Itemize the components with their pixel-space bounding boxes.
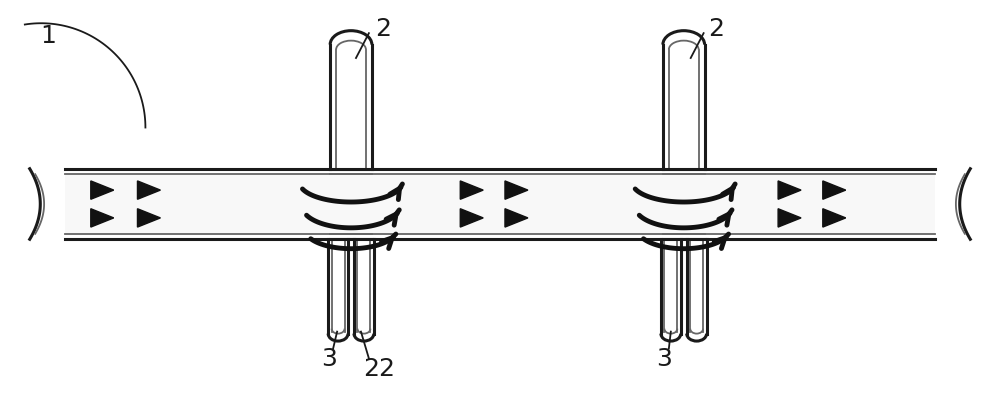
Bar [65, 175, 935, 234]
Polygon shape [91, 182, 114, 200]
Bar [664, 240, 677, 334]
Polygon shape [505, 182, 528, 200]
Polygon shape [460, 182, 483, 200]
Polygon shape [137, 209, 160, 227]
Text: 1: 1 [40, 24, 56, 48]
Text: 2: 2 [375, 17, 391, 41]
Bar [330, 45, 372, 169]
Bar [690, 240, 703, 334]
Text: 22: 22 [363, 357, 395, 380]
Polygon shape [91, 209, 114, 227]
Polygon shape [505, 209, 528, 227]
Polygon shape [460, 209, 483, 227]
Bar [663, 240, 705, 334]
Bar [663, 45, 705, 169]
Bar [330, 240, 372, 334]
Polygon shape [778, 209, 801, 227]
Text: 3: 3 [321, 346, 337, 371]
Polygon shape [778, 182, 801, 200]
Polygon shape [823, 209, 846, 227]
Bar [357, 240, 370, 334]
Text: 2: 2 [709, 17, 725, 41]
Text: 3: 3 [656, 346, 672, 371]
Polygon shape [137, 182, 160, 200]
Bar [332, 240, 345, 334]
Polygon shape [823, 182, 846, 200]
